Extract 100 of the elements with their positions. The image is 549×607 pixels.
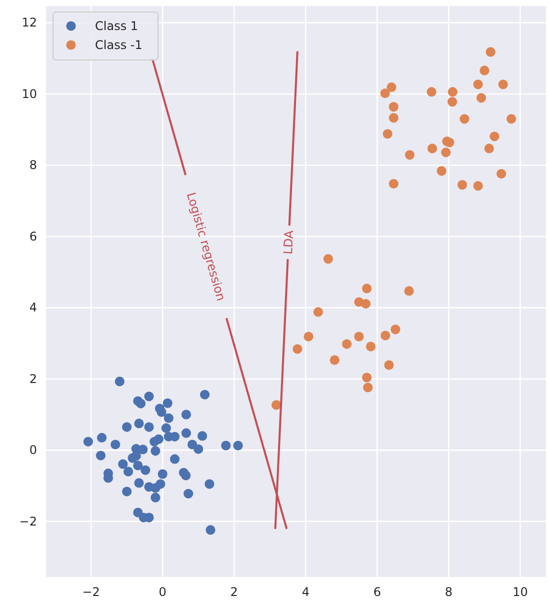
point — [114, 376, 124, 386]
x-tick-label: −2 — [82, 585, 100, 599]
point — [118, 459, 128, 469]
point — [304, 332, 314, 342]
point — [427, 144, 438, 154]
y-tick-label: −2 — [19, 514, 37, 528]
point — [233, 440, 243, 450]
x-tick-label: 6 — [373, 585, 382, 599]
point — [131, 451, 141, 461]
point — [490, 132, 500, 142]
point — [150, 446, 160, 456]
point — [388, 113, 398, 123]
point — [181, 410, 191, 420]
point — [380, 88, 390, 98]
point — [156, 479, 166, 489]
point — [134, 478, 144, 488]
point — [386, 82, 396, 92]
point — [448, 87, 458, 97]
point — [156, 407, 166, 417]
point — [206, 525, 216, 535]
point — [140, 465, 150, 475]
x-tick-label: 4 — [302, 585, 310, 599]
point — [292, 344, 302, 354]
point — [181, 428, 191, 438]
point — [161, 423, 171, 433]
x-tick-label: 0 — [158, 585, 166, 599]
y-tick-label: 2 — [29, 372, 37, 386]
point — [404, 150, 415, 160]
point — [362, 284, 372, 294]
point — [388, 102, 398, 112]
point — [150, 492, 160, 502]
point — [181, 470, 191, 480]
point — [360, 298, 371, 309]
point — [363, 382, 373, 392]
y-tick-label: 10 — [22, 86, 37, 101]
point — [498, 80, 508, 90]
point — [354, 332, 364, 342]
point — [390, 324, 400, 334]
point — [96, 432, 107, 443]
point — [154, 434, 164, 444]
point — [164, 413, 174, 423]
point — [122, 422, 132, 432]
point — [122, 486, 132, 496]
point — [496, 168, 506, 179]
point — [197, 431, 208, 441]
point — [480, 66, 490, 76]
point — [221, 440, 231, 450]
text: LDA — [281, 229, 296, 255]
point — [162, 398, 172, 408]
point — [330, 355, 340, 365]
point — [362, 372, 372, 382]
point — [134, 418, 144, 428]
x-tick-label: 8 — [444, 585, 453, 599]
point — [138, 444, 148, 454]
point — [184, 488, 194, 498]
point — [458, 180, 468, 190]
point — [366, 342, 376, 352]
point — [194, 444, 204, 454]
legend-label: Class 1 — [95, 19, 138, 33]
y-tick-label: 6 — [29, 229, 37, 244]
point — [158, 469, 168, 479]
point — [380, 330, 390, 340]
point — [136, 398, 146, 408]
y-tick-label: 0 — [29, 443, 37, 458]
point — [342, 339, 352, 349]
point — [323, 254, 333, 264]
point — [460, 114, 470, 124]
point — [170, 454, 180, 464]
point — [388, 178, 398, 189]
point — [486, 47, 496, 57]
point — [444, 138, 454, 148]
point — [426, 87, 436, 97]
y-tick-label: 8 — [29, 158, 37, 172]
point — [144, 422, 154, 432]
y-tick-label: 4 — [29, 300, 37, 315]
point — [384, 360, 394, 370]
point — [313, 307, 323, 317]
point — [476, 93, 486, 103]
point — [484, 144, 494, 154]
point — [382, 129, 392, 139]
point — [441, 148, 451, 158]
point — [506, 114, 516, 124]
point — [123, 466, 134, 476]
point — [436, 166, 446, 176]
point — [447, 97, 458, 107]
point — [83, 436, 94, 446]
point — [144, 392, 154, 402]
point — [473, 181, 483, 191]
point — [473, 80, 483, 90]
point — [96, 450, 106, 460]
legend-label: Class -1 — [95, 38, 142, 52]
point — [133, 460, 143, 470]
x-tick-label: 10 — [512, 585, 528, 599]
point — [404, 286, 414, 296]
x-tick-label: 2 — [230, 585, 238, 599]
point — [110, 440, 120, 450]
y-tick-label: 12 — [22, 16, 37, 30]
point — [272, 400, 282, 410]
point — [204, 479, 214, 489]
point — [200, 390, 210, 400]
